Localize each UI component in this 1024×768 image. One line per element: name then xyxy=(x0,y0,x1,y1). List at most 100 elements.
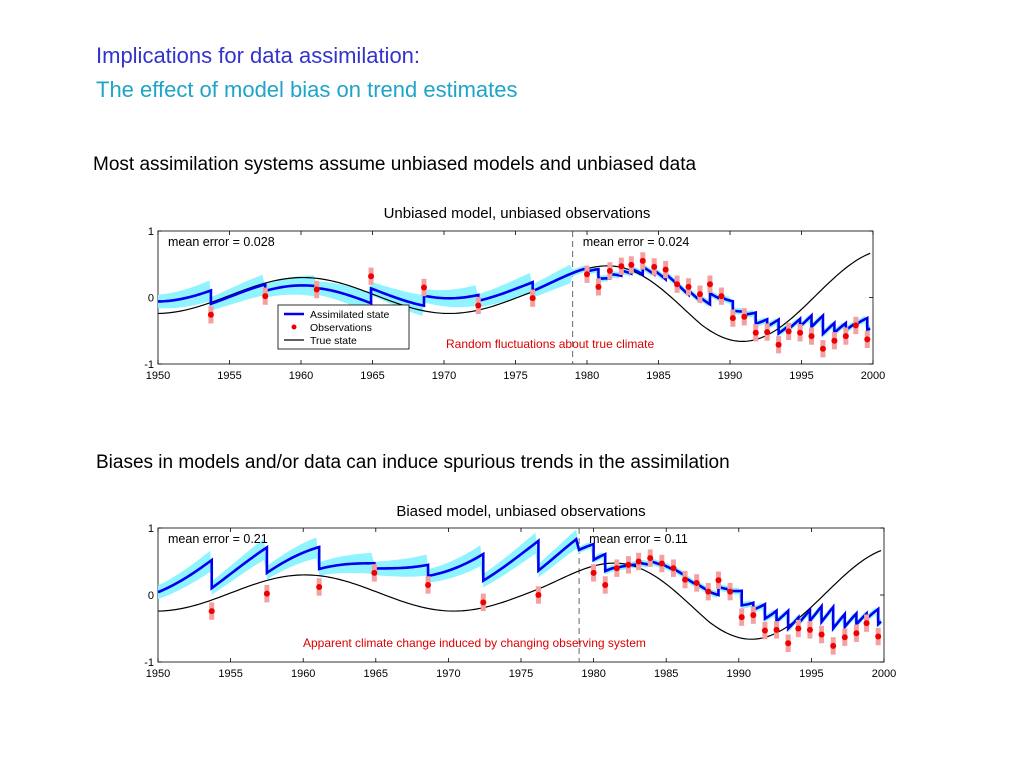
observation-point xyxy=(595,283,602,290)
observation-point xyxy=(674,281,681,288)
observation-point xyxy=(750,612,757,619)
observation-point xyxy=(797,329,804,336)
observation-point xyxy=(662,266,669,273)
observation-point xyxy=(658,560,665,567)
observation-point xyxy=(625,561,632,568)
chart-title: Biased model, unbiased observations xyxy=(396,503,645,520)
legend-true-state-label: True state xyxy=(310,335,357,347)
observation-point xyxy=(685,283,692,290)
observation-point xyxy=(535,592,542,598)
observation-point xyxy=(705,588,712,595)
legend-box xyxy=(277,304,410,350)
x-tick-label: 2000 xyxy=(861,370,885,382)
x-tick-label: 1995 xyxy=(799,668,823,680)
chart-1: Unbiased model, unbiased observations 195… xyxy=(144,205,885,382)
x-tick-label: 1985 xyxy=(646,370,670,382)
observation-point xyxy=(262,293,269,300)
legend-observations-label: Observations xyxy=(310,322,372,334)
observation-point xyxy=(263,590,270,597)
observation-point xyxy=(639,257,646,264)
observation-point xyxy=(371,569,378,576)
x-tick-label: 1975 xyxy=(509,668,533,680)
x-tick-label: 1975 xyxy=(503,370,527,382)
mean-error-label-after: mean error = 0.11 xyxy=(589,532,688,546)
x-tick-label: 1955 xyxy=(217,370,241,382)
x-tick-label: 1980 xyxy=(581,668,605,680)
observation-point xyxy=(475,302,482,309)
observation-point xyxy=(313,286,320,293)
observation-point xyxy=(841,634,848,641)
y-tick-label: 1 xyxy=(148,226,154,238)
observation-point xyxy=(602,581,609,588)
slide-title-line2: The effect of model bias on trend estima… xyxy=(96,77,518,102)
y-tick-label: 1 xyxy=(148,523,154,535)
y-tick-label: 0 xyxy=(148,590,154,602)
legend-assimilated-label: Assimilated state xyxy=(310,309,390,321)
caption-biased: Biases in models and/or data can induce … xyxy=(96,452,730,473)
assimilation-uncertainty-band xyxy=(158,529,882,633)
x-tick-label: 1960 xyxy=(291,668,315,680)
observation-point xyxy=(831,337,838,344)
observation-point xyxy=(647,555,654,562)
observation-point xyxy=(785,640,792,647)
observation-point xyxy=(590,569,597,576)
true-state-line xyxy=(157,549,882,640)
observation-point xyxy=(425,581,432,588)
x-tick-label: 1965 xyxy=(364,668,388,680)
x-tick-label: 1950 xyxy=(146,370,170,382)
y-tick-label: -1 xyxy=(144,657,154,669)
true-state-line xyxy=(157,252,871,342)
x-tick-label: 1955 xyxy=(218,668,242,680)
observation-point xyxy=(752,329,759,336)
observation-point xyxy=(480,599,487,606)
observation-point xyxy=(682,576,689,583)
observation-point xyxy=(693,579,700,586)
x-tick-label: 1980 xyxy=(575,370,599,382)
mean-error-label-after: mean error = 0.024 xyxy=(583,235,690,249)
observation-point xyxy=(316,583,323,590)
observation-point xyxy=(842,333,849,340)
x-tick-label: 1970 xyxy=(432,370,456,382)
legend-observations-swatch xyxy=(291,324,297,330)
observation-point xyxy=(741,313,748,320)
slide-title-line1: Implications for data assimilation: xyxy=(96,43,421,68)
observation-point xyxy=(819,345,826,352)
observation-point xyxy=(775,341,782,348)
x-tick-label: 1960 xyxy=(289,370,313,382)
y-tick-label: -1 xyxy=(144,359,154,371)
observation-point xyxy=(727,588,734,595)
observation-point xyxy=(670,565,677,572)
observation-point xyxy=(208,608,215,615)
observation-point xyxy=(853,630,860,637)
observation-point xyxy=(635,558,642,565)
assimilated-state-line xyxy=(157,536,882,633)
x-tick-label: 1970 xyxy=(436,668,460,680)
chart-title: Unbiased model, unbiased observations xyxy=(384,205,651,222)
observation-point xyxy=(806,626,813,633)
x-tick-label: 1965 xyxy=(360,370,384,382)
observation-point xyxy=(718,293,725,300)
observation-point xyxy=(696,291,703,298)
observation-point xyxy=(863,620,870,627)
chart-annotation: Random fluctuations about true climate xyxy=(446,337,654,351)
observation-point xyxy=(729,315,736,322)
observation-point xyxy=(875,633,882,640)
observation-point xyxy=(529,295,536,302)
observation-point xyxy=(606,267,613,274)
observation-point xyxy=(773,626,780,633)
x-tick-label: 2000 xyxy=(872,668,896,680)
observation-point xyxy=(618,263,625,270)
observation-point xyxy=(207,311,214,318)
observation-point xyxy=(785,328,792,335)
observation-point xyxy=(864,336,871,343)
x-tick-label: 1990 xyxy=(718,370,742,382)
observation-point xyxy=(852,322,859,329)
x-tick-label: 1950 xyxy=(146,668,170,680)
observation-point xyxy=(584,271,590,278)
observation-point xyxy=(420,284,427,291)
observation-point xyxy=(651,263,658,270)
observation-point xyxy=(764,329,771,336)
observation-point xyxy=(368,273,375,280)
observation-point xyxy=(761,627,768,634)
